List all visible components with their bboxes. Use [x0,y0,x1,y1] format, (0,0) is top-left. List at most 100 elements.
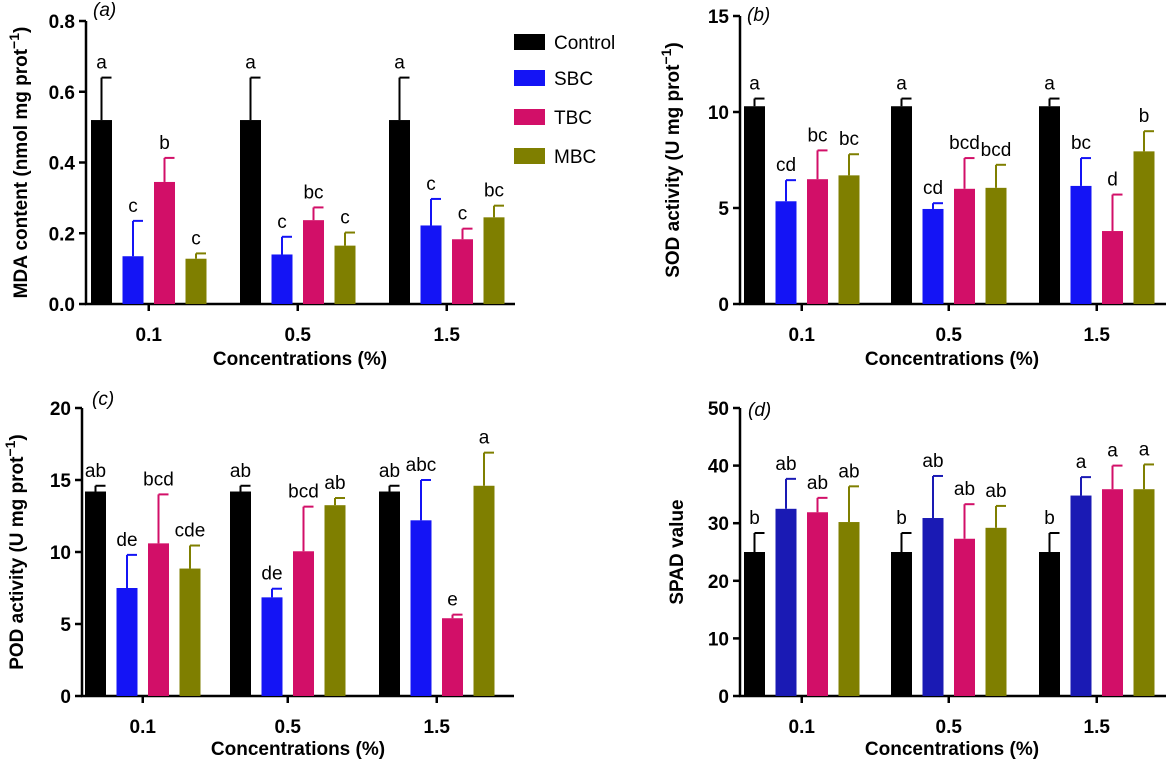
y-tick-label: 10 [708,629,729,650]
legend-swatch-sbc [514,70,545,86]
bar-tbc [452,239,473,304]
significance-label: b [1139,106,1150,127]
panel-label: (d) [748,400,771,421]
bar-control [891,552,912,696]
y-tick-label: 0 [718,295,729,316]
bar-tbc [442,618,463,696]
significance-label: a [749,74,760,95]
bar-sbc [271,254,293,304]
significance-label: bc [484,181,504,202]
bar-mbc [334,245,356,304]
y-tick-label: 20 [708,572,729,593]
y-axis-title-text: SOD activity (U mg prot [663,64,684,278]
significance-label: bcd [949,133,980,154]
bar-sbc [116,588,138,696]
significance-label: ab [807,473,828,494]
panel-label: (b) [747,5,770,26]
x-tick-label: 0.5 [936,325,963,346]
y-axis-title-superscript: −1 [2,440,18,456]
y-axis-title: MDA content (nmol mg prot−1) [6,27,32,299]
y-tick-label: 10 [708,103,729,124]
significance-label: a [96,53,107,74]
y-tick-label: 0.2 [49,224,75,245]
bar-tbc [1102,489,1123,696]
bar-tbc [293,551,314,696]
bar-tbc [954,188,975,304]
y-tick-label: 5 [60,615,71,636]
legend-swatch-mbc [514,148,545,164]
bar-mbc [483,217,505,304]
bar-sbc [122,256,144,304]
significance-label: bc [1071,133,1091,154]
bar-mbc [179,568,201,696]
x-axis-title: Concentrations (%) [865,349,1039,370]
significance-label: bc [303,182,323,203]
legend-swatch-tbc [514,109,545,125]
y-axis-title-superscript: −1 [6,33,22,49]
significance-label: ab [379,461,400,482]
significance-label: bcd [143,469,174,490]
significance-label: a [394,53,405,74]
bar-control [85,491,106,696]
bar-control [891,106,912,305]
significance-label: ab [954,479,975,500]
significance-label: c [191,228,201,249]
significance-label: ab [922,451,943,472]
bar-sbc [922,518,944,696]
y-tick-label: 0.4 [49,154,76,175]
x-tick-label: 0.5 [936,717,963,738]
significance-label: c [277,212,287,233]
bar-mbc [1133,489,1155,696]
legend: Control SBC TBC MBC [514,33,615,168]
bar-sbc [1070,185,1092,304]
significance-label: c [128,196,138,217]
x-tick-label: 0.1 [789,717,816,738]
significance-label: a [1076,452,1087,473]
x-tick-label: 1.5 [434,325,461,346]
bar-mbc [838,522,860,696]
bar-control [230,491,251,696]
legend-label: SBC [554,69,593,90]
bar-tbc [954,538,975,696]
legend-label: Control [554,33,615,54]
y-tick-label: 15 [708,7,730,28]
y-tick-label: 0.8 [49,12,75,33]
significance-label: bcd [288,482,319,503]
significance-label: a [245,53,256,74]
bar-tbc [1102,231,1123,304]
y-axis-title: SOD activity (U mg prot−1) [658,42,684,278]
significance-label: ab [838,461,859,482]
y-axis-title-superscript: −1 [658,48,674,64]
significance-label: c [426,174,436,195]
panel-label: (c) [92,389,114,410]
bar-sbc [420,225,442,304]
significance-label: a [896,74,907,95]
legend-label: TBC [554,108,592,129]
x-tick-label: 0.1 [130,717,157,738]
significance-label: b [159,133,170,154]
y-tick-label: 0.6 [49,83,75,104]
y-tick-label: 5 [718,199,729,220]
bar-control [1039,552,1060,696]
chart-panel-1: 0.00.20.40.60.80.1acbc0.5acbcc1.5accbc(a… [6,0,515,370]
significance-label: de [116,530,137,551]
y-axis-title-text: POD activity (U mg prot [7,456,28,670]
significance-label: a [479,428,490,449]
panel-label: (a) [93,0,116,21]
bar-mbc [185,258,207,304]
bar-control [389,120,410,304]
bar-control [744,106,765,305]
y-tick-label: 20 [50,399,71,420]
y-axis-title-close: ) [663,42,684,48]
x-axis-title: Concentrations (%) [211,739,385,760]
significance-label: bc [807,125,827,146]
bar-tbc [807,512,828,696]
bar-tbc [154,181,175,304]
significance-label: cde [175,521,206,542]
x-tick-label: 0.1 [789,325,816,346]
bar-sbc [775,508,797,696]
significance-label: a [1044,74,1055,95]
